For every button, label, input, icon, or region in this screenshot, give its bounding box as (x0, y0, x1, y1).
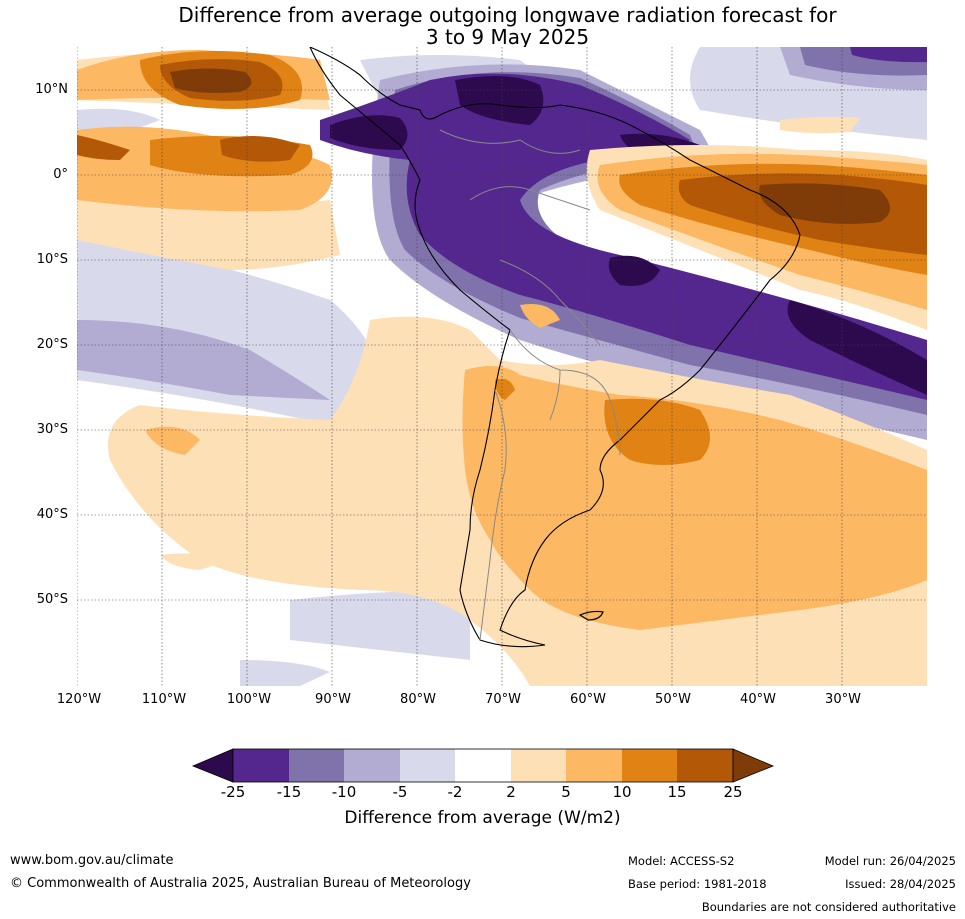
graticule (77, 47, 927, 686)
colorbar-segment-4 (400, 749, 455, 782)
colorbar-tick: 10 (612, 783, 632, 801)
lat-label-40s: 40°S (36, 507, 68, 522)
colorbar-segment-6 (511, 749, 566, 782)
colorbar-tick: 5 (561, 783, 571, 801)
colorbar-segment-9 (677, 749, 733, 782)
anomaly-band-purple-extreme (330, 76, 927, 395)
colorbar-segment-1 (233, 749, 289, 782)
lat-label-0: 0° (53, 167, 68, 182)
lat-label-10n: 10°N (35, 82, 68, 97)
lon-label-110w: 110°W (141, 692, 187, 707)
colorbar-tick: -2 (447, 783, 463, 801)
colorbar-frame (232, 748, 734, 783)
copyright-text: © Commonwealth of Australia 2025, Austra… (10, 876, 471, 891)
colorbar-tick: 25 (723, 783, 743, 801)
lon-label-70w: 70°W (485, 692, 521, 707)
anomaly-band-orange-extreme (170, 68, 890, 224)
lat-label-50s: 50°S (36, 592, 68, 607)
lat-label-30s: 30°S (36, 422, 68, 437)
colorbar-extend-high (732, 748, 775, 783)
south-america-coastline (309, 47, 801, 648)
colorbar-segment-7 (566, 749, 622, 782)
colorbar-tick: 15 (667, 783, 687, 801)
lon-label-30w: 30°W (825, 692, 861, 707)
colorbar-extend-low (191, 748, 234, 783)
colorbar (191, 748, 775, 783)
colorbar-tick: -25 (220, 783, 246, 801)
title-line-2: 3 to 9 May 2025 (425, 25, 590, 49)
lon-label-40w: 40°W (740, 692, 776, 707)
model-name: Model: ACCESS-S2 (628, 854, 735, 868)
colorbar-tick: -15 (276, 783, 302, 801)
map-panel (77, 47, 927, 686)
colorbar-tick: -5 (392, 783, 408, 801)
colorbar-tick: 2 (506, 783, 516, 801)
colorbar-segment-2 (289, 749, 344, 782)
falkland-islands (578, 610, 604, 621)
lon-label-100w: 100°W (226, 692, 272, 707)
lat-label-10s: 10°S (36, 252, 68, 267)
colorbar-segment-3 (344, 749, 400, 782)
colorbar-segment-8 (622, 749, 677, 782)
base-period: Base period: 1981-2018 (628, 877, 767, 891)
title-line-1: Difference from average outgoing longwav… (178, 3, 837, 27)
lat-label-20s: 20°S (36, 337, 68, 352)
lon-label-60w: 60°W (570, 692, 606, 707)
colorbar-segment-5 (455, 749, 511, 782)
country-borders (439, 129, 621, 641)
boundaries-disclaimer: Boundaries are not considered authoritat… (701, 900, 956, 914)
colorbar-tick: -10 (331, 783, 357, 801)
issued-date: Issued: 28/04/2025 (845, 877, 956, 891)
website-link[interactable]: www.bom.gov.au/climate (10, 853, 174, 868)
lon-label-120w: 120°W (56, 692, 102, 707)
lon-label-50w: 50°W (655, 692, 691, 707)
map-title: Difference from average outgoing longwav… (0, 4, 965, 48)
lon-label-80w: 80°W (400, 692, 436, 707)
lon-label-90w: 90°W (315, 692, 351, 707)
colorbar-label: Difference from average (W/m2) (344, 808, 621, 828)
model-run-date: Model run: 26/04/2025 (824, 854, 956, 868)
anomaly-band-purple-25 (320, 47, 927, 401)
